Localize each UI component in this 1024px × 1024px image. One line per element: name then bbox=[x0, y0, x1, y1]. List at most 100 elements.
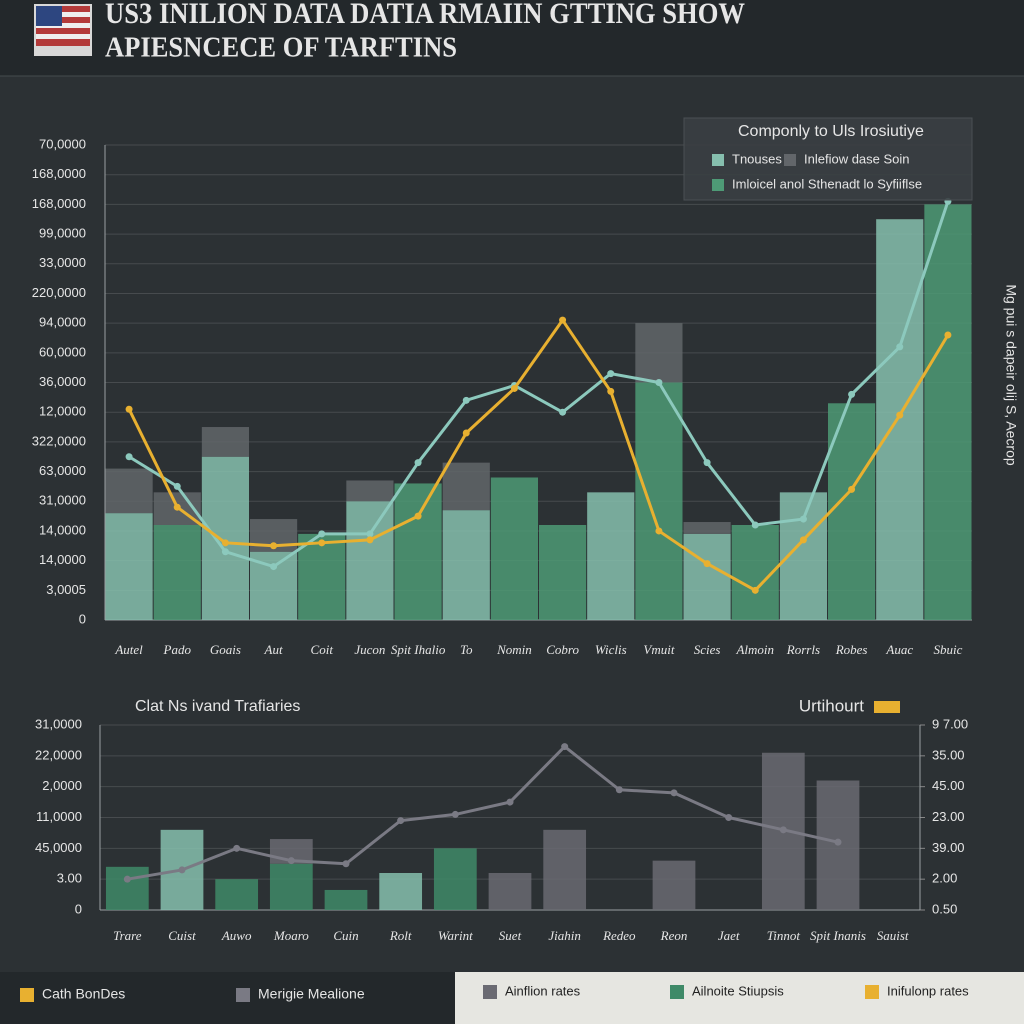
bar bbox=[433, 848, 477, 910]
line-point bbox=[366, 530, 374, 538]
bar bbox=[394, 483, 442, 620]
x-tick-label: Sbuic bbox=[933, 642, 962, 657]
y-tick-label: 60,0000 bbox=[39, 344, 86, 359]
legend-box bbox=[683, 117, 973, 201]
page-title: US3 INILION DATA DATIA RMAIIN GTTING SHO… bbox=[105, 0, 745, 30]
y2-tick-label: 45.00 bbox=[932, 778, 965, 793]
legend-label: Inlefiow dase Soin bbox=[804, 151, 910, 166]
bar bbox=[924, 204, 972, 620]
line-point bbox=[178, 866, 186, 874]
x-tick-label: Reon bbox=[660, 928, 688, 943]
legend-swatch bbox=[712, 179, 724, 191]
line-point bbox=[559, 408, 567, 416]
x-tick-label: Vmuit bbox=[643, 642, 674, 657]
line-point bbox=[751, 586, 759, 594]
footer-label: Inifulonp rates bbox=[887, 983, 969, 998]
x-tick-label: Nomin bbox=[496, 642, 532, 657]
x-tick-label: Wiclis bbox=[595, 642, 627, 657]
y-tick-label: 63,0000 bbox=[39, 463, 86, 478]
y-tick-label: 31,0000 bbox=[39, 493, 86, 508]
bar bbox=[652, 860, 696, 910]
line-point bbox=[670, 789, 678, 797]
y-tick-label: 12,0000 bbox=[39, 404, 86, 419]
bar bbox=[298, 533, 346, 620]
legend-swatch bbox=[874, 701, 900, 713]
line-point bbox=[703, 560, 711, 568]
legend-label: Urtihourt bbox=[799, 696, 864, 715]
legend-label: Imloicel anol Sthenadt lo Syfiiflse bbox=[732, 176, 922, 191]
y-tick-label: 168,0000 bbox=[32, 196, 86, 211]
bar bbox=[543, 829, 587, 910]
line bbox=[127, 318, 950, 592]
header-band bbox=[0, 0, 1024, 76]
x-tick-label: Moaro bbox=[273, 928, 309, 943]
legend-swatch bbox=[784, 154, 796, 166]
line-point bbox=[607, 370, 615, 378]
line-point bbox=[799, 515, 807, 523]
bar bbox=[324, 889, 368, 910]
y-tick-label: 3.00 bbox=[57, 871, 82, 886]
line-point bbox=[799, 536, 807, 544]
bar bbox=[635, 382, 683, 620]
line-point bbox=[233, 844, 241, 852]
line-point bbox=[896, 343, 904, 351]
y-tick-label: 11,0000 bbox=[36, 809, 82, 824]
bar bbox=[105, 866, 149, 910]
y-tick-label: 14,0000 bbox=[39, 522, 86, 537]
line-point bbox=[123, 875, 131, 883]
x-tick-label: Cuist bbox=[168, 928, 196, 943]
x-tick-label: Tinnot bbox=[767, 928, 801, 943]
bar bbox=[683, 522, 731, 534]
y2-tick-label: 0.50 bbox=[932, 901, 957, 916]
chart-title: Clat Ns ivand Trafiaries bbox=[135, 698, 300, 715]
bar bbox=[490, 477, 538, 620]
y2-tick-label: 9 7.00 bbox=[932, 716, 968, 731]
footer-left-panel bbox=[0, 972, 455, 1024]
line-point bbox=[221, 548, 229, 556]
y-tick-label: 168,0000 bbox=[32, 166, 86, 181]
bar bbox=[683, 533, 731, 620]
x-tick-label: Jaet bbox=[718, 928, 740, 943]
line-point bbox=[462, 429, 470, 437]
bar bbox=[105, 468, 153, 514]
line-point bbox=[559, 316, 567, 324]
line-point bbox=[318, 530, 326, 538]
x-tick-label: Suet bbox=[499, 928, 522, 943]
x-tick-label: Scies bbox=[694, 642, 721, 657]
line-point bbox=[462, 396, 470, 404]
x-tick-label: Auac bbox=[885, 642, 913, 657]
line-point bbox=[506, 798, 514, 806]
x-tick-label: To bbox=[460, 642, 473, 657]
line-point bbox=[125, 405, 133, 413]
x-tick-label: Cobro bbox=[546, 642, 579, 657]
line-point bbox=[779, 826, 787, 834]
y-tick-label: 31,0000 bbox=[35, 716, 82, 731]
y2-tick-label: 2.00 bbox=[932, 871, 957, 886]
y-tick-label: 45,0000 bbox=[35, 840, 82, 855]
x-tick-label: Jiahin bbox=[548, 928, 581, 943]
line-point bbox=[221, 539, 229, 547]
x-tick-label: Almoin bbox=[735, 642, 774, 657]
bar bbox=[442, 462, 490, 511]
y-tick-label: 3,0005 bbox=[46, 582, 86, 597]
y-axis-label: Mg pui s dapeir olij S, Aecrop bbox=[1003, 284, 1019, 466]
line-point bbox=[366, 536, 374, 544]
line-point bbox=[270, 542, 278, 550]
line-point bbox=[173, 503, 181, 511]
footer-label: Merigie Mealione bbox=[258, 986, 365, 1002]
footer-swatch bbox=[483, 985, 497, 999]
y2-tick-label: 35.00 bbox=[932, 747, 965, 762]
line-point bbox=[287, 857, 295, 865]
line-point bbox=[848, 485, 856, 493]
x-tick-label: Cuin bbox=[333, 928, 358, 943]
y-tick-label: 220,0000 bbox=[32, 285, 86, 300]
page-subtitle: APIESNCECE OF TARFTINS bbox=[105, 32, 457, 63]
y2-tick-label: 23.00 bbox=[932, 809, 965, 824]
line-point bbox=[125, 453, 133, 461]
footer-label: Ailnoite Stiupsis bbox=[692, 983, 784, 998]
x-tick-label: Robes bbox=[835, 642, 868, 657]
x-tick-label: Goais bbox=[210, 642, 241, 657]
line bbox=[127, 745, 839, 881]
line-point bbox=[944, 331, 952, 339]
